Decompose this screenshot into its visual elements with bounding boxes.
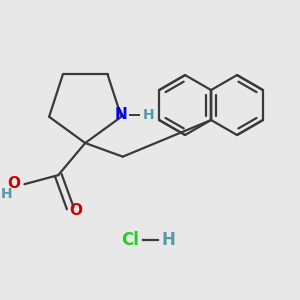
Text: Cl: Cl: [121, 231, 139, 249]
Text: O: O: [8, 176, 20, 191]
Text: O: O: [70, 202, 83, 217]
Text: N: N: [115, 107, 128, 122]
Text: H: H: [142, 108, 154, 122]
Text: H: H: [161, 231, 175, 249]
Text: H: H: [1, 187, 12, 201]
